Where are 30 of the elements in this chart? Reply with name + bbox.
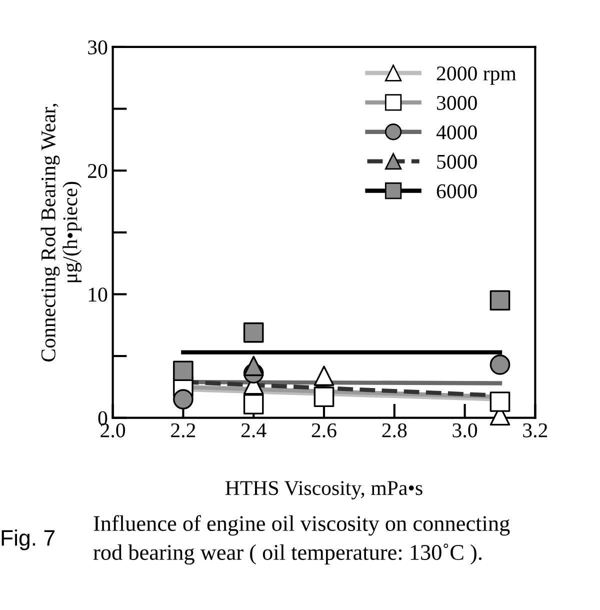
x-tick-label: 2.2 bbox=[171, 423, 196, 438]
point bbox=[490, 392, 510, 412]
y-tick-label: 20 bbox=[88, 164, 108, 178]
legend-label: 6000 bbox=[436, 184, 477, 198]
y-tick-label: 10 bbox=[88, 288, 108, 302]
point bbox=[243, 356, 264, 376]
x-tick-label: 2.8 bbox=[382, 423, 407, 438]
x-tick-label: 2.4 bbox=[241, 423, 266, 438]
point bbox=[173, 360, 194, 382]
legend-label: 3000 bbox=[437, 96, 477, 110]
legend-label: 4000 bbox=[436, 125, 477, 140]
x-axis-title: HTHS Viscosity, mPa•s bbox=[225, 481, 422, 500]
point bbox=[243, 322, 264, 343]
point bbox=[314, 386, 334, 407]
point bbox=[243, 394, 264, 414]
point bbox=[173, 389, 194, 410]
y-tick-label: 0 bbox=[98, 411, 108, 426]
text: Influence of engine oil viscosity on connecting rod bearing wear ( oil temperature: 130˚C ). bbox=[93, 515, 510, 565]
y-tick-label: 30 bbox=[88, 40, 108, 54]
x-tick-label: 2.0 bbox=[100, 423, 126, 438]
legend-label: 2000 rpm bbox=[436, 66, 516, 85]
legend-label: 5000 bbox=[437, 154, 477, 169]
point bbox=[490, 290, 510, 311]
x-tick-label: 3.0 bbox=[452, 423, 478, 438]
caption: Fig. 7 bbox=[2, 529, 54, 550]
point bbox=[490, 354, 510, 375]
y-axis-title: Connecting Rod Bearing Wear, μg/(h•piece) bbox=[40, 104, 82, 362]
x-tick-label: 3.2 bbox=[523, 423, 548, 438]
point bbox=[314, 366, 334, 386]
x-tick-label: 2.6 bbox=[312, 423, 336, 438]
